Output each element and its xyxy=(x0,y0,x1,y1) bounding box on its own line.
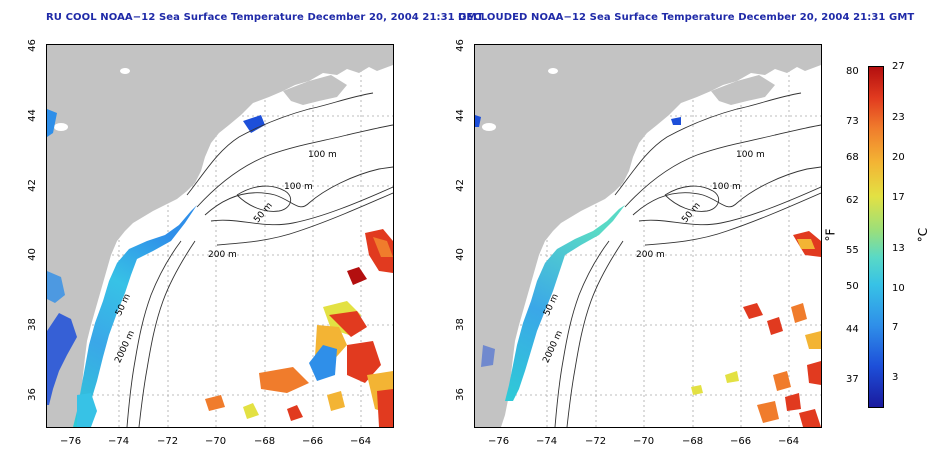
lon-tick: −64 xyxy=(778,436,800,447)
f-tick: 62 xyxy=(846,195,859,206)
left-panel-title: RU COOL NOAA−12 Sea Surface Temperature … xyxy=(46,12,484,23)
f-tick: 44 xyxy=(846,324,859,335)
right-panel-title: DECLOUDED NOAA−12 Sea Surface Temperatur… xyxy=(458,12,915,23)
f-tick: 73 xyxy=(846,116,859,127)
lon-tick: −76 xyxy=(488,436,510,447)
left-contour-label-100b: 100 m xyxy=(284,182,313,192)
c-tick: 7 xyxy=(892,322,899,333)
f-tick: 37 xyxy=(846,374,859,385)
left-contour-label-200: 200 m xyxy=(208,250,237,260)
lat-tick: 40 xyxy=(26,248,38,261)
lon-tick: −66 xyxy=(302,436,324,447)
right-west-water xyxy=(475,115,481,127)
lat-tick: 42 xyxy=(454,179,466,192)
lon-tick: −68 xyxy=(254,436,276,447)
right-contour-label-100a: 100 m xyxy=(736,150,765,160)
right-bay-water xyxy=(481,345,495,367)
lat-tick: 44 xyxy=(26,109,38,122)
lat-tick: 40 xyxy=(454,248,466,261)
left-land-peninsula xyxy=(283,75,347,105)
f-tick: 80 xyxy=(846,66,859,77)
lon-tick: −70 xyxy=(205,436,227,447)
lat-tick: 38 xyxy=(26,318,38,331)
right-contour-label-100b: 100 m xyxy=(712,182,741,192)
left-sst-map xyxy=(46,44,394,428)
lon-tick: −72 xyxy=(157,436,179,447)
left-bay-water xyxy=(47,313,77,405)
left-lake xyxy=(120,68,130,74)
c-tick: 3 xyxy=(892,372,899,383)
right-lake xyxy=(548,68,558,74)
right-sst-map xyxy=(474,44,822,428)
lat-tick: 46 xyxy=(26,39,38,52)
lon-tick: −70 xyxy=(633,436,655,447)
lon-tick: −68 xyxy=(682,436,704,447)
right-gulf-stream-patches xyxy=(691,231,821,427)
left-lake xyxy=(54,123,68,131)
lat-tick: 46 xyxy=(454,39,466,52)
lat-tick: 44 xyxy=(454,109,466,122)
left-maine-water xyxy=(243,115,265,133)
left-land-mass xyxy=(47,45,393,427)
right-land-peninsula xyxy=(711,75,775,105)
right-lake xyxy=(482,123,496,131)
fahrenheit-unit-label: °F xyxy=(823,228,838,242)
celsius-unit-label: °C xyxy=(916,227,931,243)
c-tick: 20 xyxy=(892,152,905,163)
right-map-canvas xyxy=(475,45,821,427)
f-tick: 50 xyxy=(846,281,859,292)
left-cape-water xyxy=(47,271,65,303)
left-west-water xyxy=(47,109,57,137)
f-tick: 55 xyxy=(846,245,859,256)
lon-tick: −72 xyxy=(585,436,607,447)
c-tick: 23 xyxy=(892,112,905,123)
right-contour-label-200: 200 m xyxy=(636,250,665,260)
temperature-colorbar xyxy=(868,66,884,408)
lat-tick: 36 xyxy=(454,388,466,401)
left-contour-label-100a: 100 m xyxy=(308,150,337,160)
lon-tick: −64 xyxy=(350,436,372,447)
c-tick: 27 xyxy=(892,61,905,72)
lon-tick: −74 xyxy=(536,436,558,447)
left-bathymetry-contours xyxy=(126,92,393,427)
left-map-canvas xyxy=(47,45,393,427)
lat-tick: 36 xyxy=(26,388,38,401)
c-tick: 17 xyxy=(892,192,905,203)
right-bathymetry-contours xyxy=(554,92,821,427)
lon-tick: −74 xyxy=(108,436,130,447)
lon-tick: −66 xyxy=(730,436,752,447)
left-gulf-stream-patches xyxy=(205,229,393,427)
f-tick: 68 xyxy=(846,152,859,163)
lat-tick: 42 xyxy=(26,179,38,192)
lon-tick: −76 xyxy=(60,436,82,447)
c-tick: 10 xyxy=(892,283,905,294)
left-southern-warm xyxy=(77,393,97,427)
right-maine-water xyxy=(671,117,681,125)
lat-tick: 38 xyxy=(454,318,466,331)
right-land-mass xyxy=(475,45,821,427)
right-shelf-sst xyxy=(505,205,625,401)
c-tick: 13 xyxy=(892,243,905,254)
